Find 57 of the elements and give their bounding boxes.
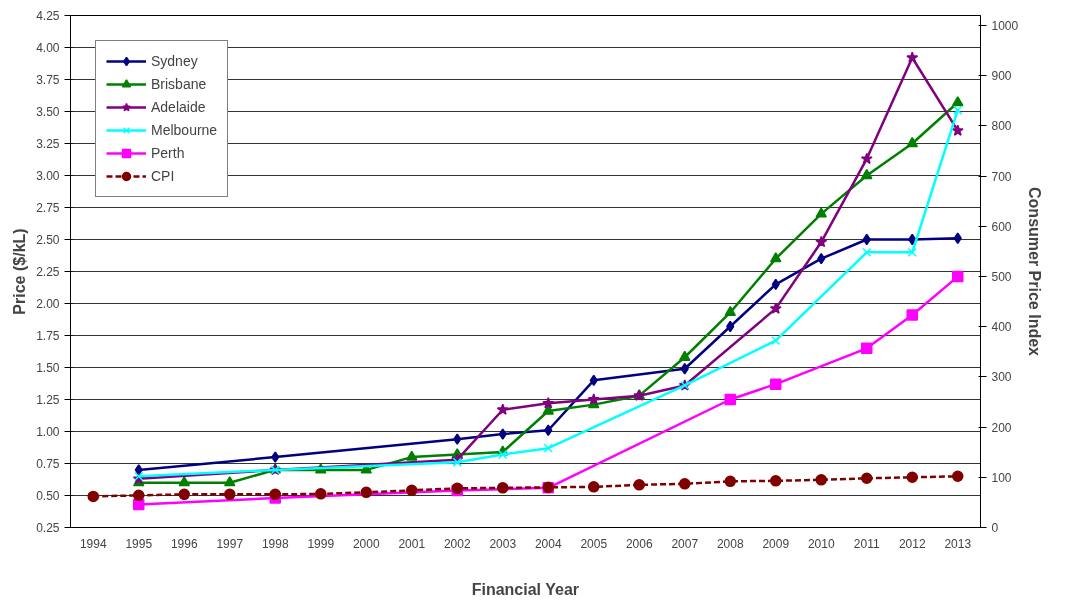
y-tick-label: 1.50: [36, 361, 60, 375]
legend-label: Brisbane: [151, 76, 207, 92]
x-tick-label: 2007: [671, 536, 699, 551]
x-tick-label: 2000: [352, 536, 380, 551]
y-tick-label: 0.25: [36, 521, 60, 535]
x-tick-label: 2003: [489, 536, 517, 551]
x-tick-label: 2011: [853, 536, 880, 551]
y2-tick-label: 500: [991, 270, 1012, 285]
y2-tick-label: 700: [991, 169, 1012, 184]
y-tick-label: 1.75: [36, 329, 60, 343]
y2-tick-label: 600: [991, 219, 1012, 234]
x-tick-label: 1995: [125, 536, 153, 551]
y2-tick-label: 400: [991, 320, 1012, 335]
y2-tick-label: 200: [991, 420, 1012, 435]
y-tick-label: 3.25: [36, 137, 60, 151]
y-tick-label: 2.50: [36, 233, 60, 247]
x-axis-title: Financial Year: [471, 580, 580, 598]
x-tick-label: 2010: [807, 536, 835, 551]
x-tick-label: 2002: [443, 536, 471, 551]
y-tick-label: 4.00: [36, 41, 60, 55]
y2-tick-label: 100: [991, 470, 1012, 485]
y-tick-label: 1.25: [36, 393, 60, 407]
x-tick-label: 1997: [216, 536, 244, 551]
x-tick-label: 2006: [625, 536, 653, 551]
y-tick-label: 0.75: [36, 457, 60, 471]
y-axis-title: Price ($/kL): [11, 228, 29, 315]
y-tick-label: 4.25: [36, 9, 60, 23]
y2-axis-title: Consumer Price Index: [1026, 187, 1044, 357]
y2-tick-label: 1000: [991, 19, 1019, 34]
y-tick-label: 2.25: [36, 265, 60, 279]
x-tick-label: 2009: [762, 536, 790, 551]
x-tick-label: 2008: [716, 536, 744, 551]
y-tick-label: 3.00: [36, 169, 60, 183]
y2-tick-label: 300: [991, 370, 1012, 385]
y-tick-label: 3.50: [36, 105, 60, 119]
x-tick-label: 2004: [534, 536, 562, 551]
y2-tick-label: 900: [991, 69, 1012, 84]
y-tick-label: 2.00: [36, 297, 60, 311]
x-tick-label: 1998: [261, 536, 289, 551]
x-tick-label: 1996: [170, 536, 198, 551]
y-tick-label: 2.75: [36, 201, 60, 215]
legend-label: Sydney: [151, 53, 198, 69]
x-tick-label: 1999: [307, 536, 335, 551]
x-tick-label: 2005: [580, 536, 608, 551]
x-tick-label: 2012: [898, 536, 926, 551]
legend-label: CPI: [151, 168, 175, 184]
legend-label: Melbourne: [151, 122, 218, 138]
y-tick-label: 0.50: [36, 489, 60, 503]
legend-label: Adelaide: [151, 99, 206, 115]
y2-tick-label: 0: [991, 521, 999, 535]
x-tick-label: 2001: [398, 536, 426, 551]
x-tick-label: 1994: [79, 536, 107, 551]
legend-label: Perth: [151, 145, 185, 161]
y2-tick-label: 800: [991, 119, 1012, 134]
y-tick-label: 1.00: [36, 425, 60, 439]
x-tick-label: 2013: [944, 536, 972, 551]
y-tick-label: 3.75: [36, 73, 60, 87]
